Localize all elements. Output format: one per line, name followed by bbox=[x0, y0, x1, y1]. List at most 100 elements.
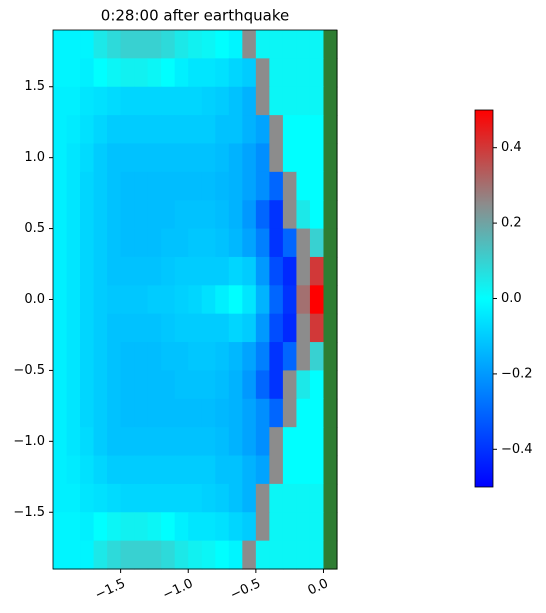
heat-cell bbox=[215, 285, 230, 315]
x-tick-label: −1.5 bbox=[93, 576, 128, 603]
heat-cell bbox=[242, 483, 257, 513]
heat-cell bbox=[242, 86, 257, 116]
heat-cell bbox=[161, 370, 176, 400]
heat-cell bbox=[188, 398, 203, 428]
heat-cell bbox=[120, 483, 135, 513]
heat-cell bbox=[296, 171, 311, 201]
heat-cell bbox=[296, 285, 311, 315]
heat-cell bbox=[309, 200, 325, 230]
heat-cell bbox=[107, 200, 122, 230]
heat-cell bbox=[66, 143, 81, 173]
heat-cell bbox=[296, 483, 311, 513]
heat-cell bbox=[174, 200, 189, 230]
heat-cell bbox=[66, 398, 81, 428]
heat-cell bbox=[228, 143, 243, 173]
heat-cell bbox=[134, 342, 149, 372]
heat-cell bbox=[107, 398, 122, 428]
heat-cell bbox=[188, 58, 203, 88]
heat-cell bbox=[255, 512, 270, 542]
heat-cell bbox=[269, 30, 284, 59]
heat-cell bbox=[309, 171, 325, 201]
heat-cell bbox=[147, 171, 162, 201]
heat-cell bbox=[66, 58, 81, 88]
heat-cell bbox=[66, 86, 81, 116]
heat-cell bbox=[269, 512, 284, 542]
heat-cell bbox=[309, 540, 325, 570]
heat-cell bbox=[255, 370, 270, 400]
heat-cell bbox=[66, 427, 81, 457]
heat-cell bbox=[255, 228, 270, 258]
heat-cell bbox=[120, 455, 135, 485]
heat-cell bbox=[282, 143, 298, 173]
heat-cell bbox=[147, 86, 162, 116]
heat-cell bbox=[188, 483, 203, 513]
heat-cell bbox=[201, 370, 216, 400]
land-cell bbox=[323, 313, 338, 343]
heat-cell bbox=[201, 540, 216, 570]
heat-cell bbox=[215, 512, 230, 542]
heat-cell bbox=[255, 58, 270, 88]
heat-cell bbox=[53, 86, 68, 116]
heat-cell bbox=[309, 398, 325, 428]
heat-cell bbox=[93, 143, 108, 173]
heat-cell bbox=[147, 427, 162, 457]
heat-cell bbox=[282, 256, 298, 286]
heat-cell bbox=[188, 86, 203, 116]
heat-cell bbox=[147, 143, 162, 173]
heat-cell bbox=[80, 115, 95, 145]
heat-cell bbox=[53, 455, 68, 485]
heat-cell bbox=[80, 58, 95, 88]
heat-cell bbox=[134, 540, 149, 570]
heat-cell bbox=[282, 86, 298, 116]
heat-cell bbox=[269, 115, 284, 145]
heat-cell bbox=[147, 285, 162, 315]
heat-cell bbox=[80, 540, 95, 570]
heat-cell bbox=[93, 228, 108, 258]
heat-cell bbox=[228, 398, 243, 428]
heat-cell bbox=[215, 86, 230, 116]
heat-cell bbox=[201, 285, 216, 315]
heat-cell bbox=[296, 86, 311, 116]
heat-cell bbox=[174, 483, 189, 513]
heat-cell bbox=[80, 143, 95, 173]
heat-cell bbox=[93, 398, 108, 428]
heat-cell bbox=[134, 171, 149, 201]
heat-cell bbox=[309, 342, 325, 372]
heat-cell bbox=[120, 512, 135, 542]
land-cell bbox=[323, 115, 338, 145]
heat-cell bbox=[282, 200, 298, 230]
heat-cell bbox=[309, 370, 325, 400]
heat-cell bbox=[215, 398, 230, 428]
heat-cell bbox=[107, 30, 122, 59]
y-tick-label: −0.5 bbox=[13, 363, 45, 378]
colorbar bbox=[474, 109, 494, 488]
colorbar-tick-label: 0.2 bbox=[501, 216, 522, 231]
heat-cell bbox=[53, 256, 68, 286]
heat-cell bbox=[107, 483, 122, 513]
heat-cell bbox=[120, 370, 135, 400]
heat-cell bbox=[309, 228, 325, 258]
heat-cell bbox=[201, 342, 216, 372]
heat-cell bbox=[188, 512, 203, 542]
heat-cell bbox=[174, 171, 189, 201]
heat-cell bbox=[80, 342, 95, 372]
heat-cell bbox=[242, 455, 257, 485]
heat-cell bbox=[255, 171, 270, 201]
heat-cell bbox=[93, 483, 108, 513]
heat-cell bbox=[282, 285, 298, 315]
heat-cell bbox=[80, 30, 95, 59]
heat-cell bbox=[120, 342, 135, 372]
heat-cell bbox=[269, 427, 284, 457]
heat-cell bbox=[120, 30, 135, 59]
heat-cell bbox=[93, 342, 108, 372]
heat-cell bbox=[147, 483, 162, 513]
heat-cell bbox=[242, 30, 257, 59]
heat-cell bbox=[66, 370, 81, 400]
x-tick-label: −0.5 bbox=[228, 576, 263, 603]
heat-cell bbox=[174, 512, 189, 542]
heat-cell bbox=[66, 200, 81, 230]
heat-cell bbox=[147, 200, 162, 230]
heat-cell bbox=[53, 427, 68, 457]
heat-cell bbox=[80, 313, 95, 343]
heat-cell bbox=[201, 143, 216, 173]
